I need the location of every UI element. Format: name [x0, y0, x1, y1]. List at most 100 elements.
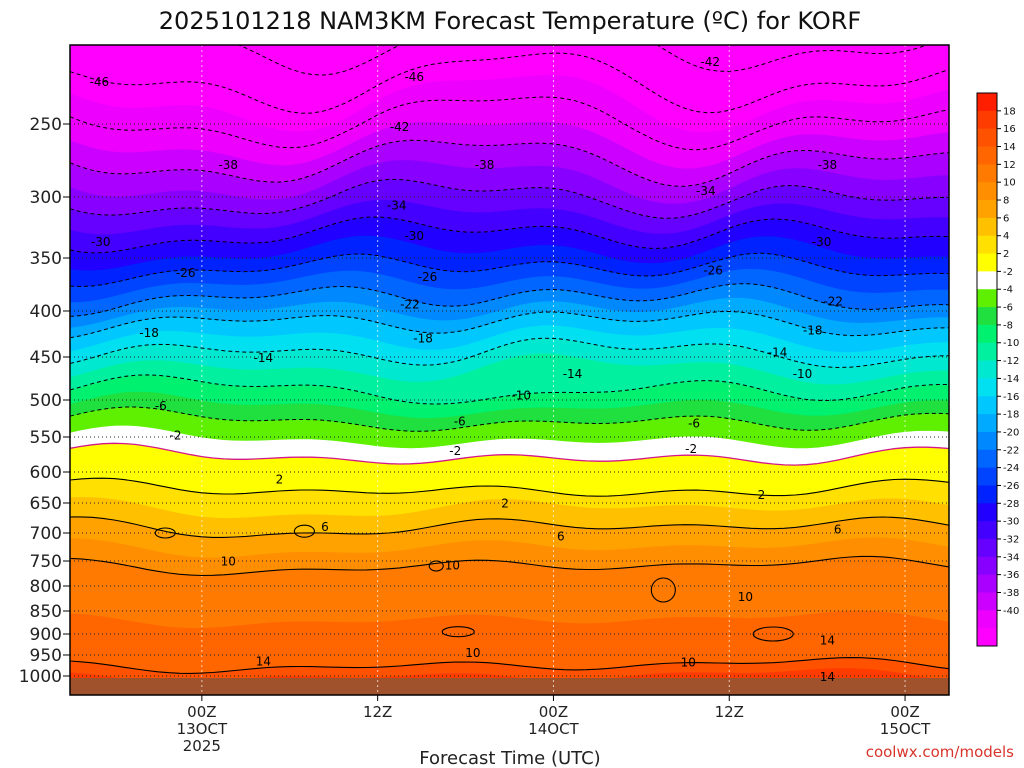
- contour-label: -18: [413, 332, 433, 346]
- colorbar-label: -30: [1003, 517, 1019, 528]
- y-tick-label: 400: [30, 302, 62, 322]
- colorbar-swatch: [977, 521, 997, 540]
- y-tick-label: 300: [30, 188, 62, 208]
- colorbar-swatch: [977, 360, 997, 379]
- warm-cell-5: [428, 560, 444, 572]
- colorbar-label: 4: [1003, 231, 1009, 242]
- contour-label: -10: [511, 389, 531, 403]
- temperature-bands: [70, 45, 949, 695]
- colorbar-swatch: [977, 307, 997, 326]
- contour-label: -34: [696, 184, 716, 198]
- x-axis-label: Forecast Time (UTC): [419, 748, 600, 768]
- colorbar-swatch: [977, 467, 997, 486]
- isotherm--6: [70, 406, 949, 432]
- isotherm-2: [70, 477, 949, 497]
- contour-label: 14: [820, 670, 835, 684]
- contour-label: -38: [818, 158, 838, 172]
- isotherm--26: [70, 252, 949, 288]
- isotherm--46: [70, 52, 949, 114]
- contour-label: 6: [321, 520, 329, 534]
- colorbar-label: -22: [1003, 445, 1019, 456]
- y-tick-label: 600: [30, 463, 62, 483]
- colorbar-label: -2: [1003, 267, 1013, 278]
- contour-label: -26: [418, 270, 438, 284]
- colorbar-swatch: [977, 538, 997, 558]
- x-tick-label: 00Z: [187, 703, 216, 721]
- y-axis: 250 300 350 400 450 500 550 600 650 700 750 800 850 9…: [19, 115, 70, 687]
- isotherm-10: [70, 555, 949, 577]
- x-tick-label: 12Z: [363, 703, 392, 721]
- colorbar-swatch: [977, 556, 997, 576]
- colorbar-label: -14: [1003, 374, 1019, 385]
- colorbar-swatch: [977, 449, 997, 469]
- contour-label: -34: [387, 199, 407, 213]
- y-tick-label: 450: [30, 348, 62, 368]
- colorbar-swatch: [977, 378, 997, 397]
- contour-label: -6: [454, 414, 466, 428]
- colorbar-label: -10: [1003, 338, 1019, 349]
- contour-label: -42: [700, 55, 720, 69]
- y-tick-label: 750: [30, 552, 62, 572]
- y-tick-label: 900: [30, 625, 62, 645]
- colorbar-swatch: [977, 128, 997, 148]
- colorbar-swatch: [977, 592, 997, 611]
- colorbar-label: -32: [1003, 534, 1019, 545]
- colorbar-swatch: [977, 182, 997, 201]
- isotherm-6: [70, 516, 949, 538]
- colorbar-label: -40: [1003, 606, 1019, 617]
- contour-label: -30: [91, 235, 111, 249]
- colorbar-swatch: [977, 93, 997, 112]
- colorbar-swatch: [977, 342, 997, 362]
- y-tick-label: 1000: [19, 667, 62, 687]
- contour-label: -38: [218, 158, 238, 172]
- contour-label: 10: [681, 656, 696, 670]
- warm-cell-1: [293, 524, 315, 538]
- colorbar-label: -28: [1003, 499, 1019, 510]
- y-tick-label: 550: [30, 428, 62, 448]
- gridlines: [70, 45, 949, 695]
- warm-cell-4: [650, 577, 676, 603]
- colorbar-swatch: [977, 431, 997, 451]
- contour-label: -38: [475, 158, 495, 172]
- contour-label: -30: [404, 229, 424, 243]
- colorbar-swatch: [977, 628, 997, 647]
- contour-label: -2: [169, 429, 181, 443]
- contour-label: -30: [812, 235, 832, 249]
- y-tick-label: 250: [30, 115, 62, 135]
- x-tick-label: 2025: [183, 737, 221, 755]
- contour-label: -2: [449, 444, 461, 458]
- colorbar-label: -34: [1003, 552, 1019, 563]
- x-tick-label: 00Z: [890, 703, 919, 721]
- colorbar-swatch: [977, 574, 997, 593]
- colorbar-swatch: [977, 289, 997, 308]
- contour-label: -6: [688, 417, 700, 431]
- contour-labels: -46 -46-42-42-38 -38 -38-34-34-30 -30 -30-26-…: [89, 55, 843, 684]
- isotherm--50: [237, 45, 929, 76]
- isotherm-14: [70, 657, 949, 674]
- y-tick-label: 650: [30, 494, 62, 514]
- contour-label: -2: [685, 442, 697, 456]
- y-tick-label: 850: [30, 602, 62, 622]
- contour-label: -14: [254, 351, 274, 365]
- contour-label: 10: [445, 559, 460, 573]
- colorbar-label: -4: [1003, 285, 1013, 296]
- x-tick-label: 15OCT: [880, 720, 931, 738]
- isotherm--14: [70, 337, 949, 369]
- colorbar-swatch: [977, 164, 997, 183]
- contour-label: -46: [404, 70, 424, 84]
- colorbar-label: 6: [1003, 213, 1009, 224]
- y-tick-label: 500: [30, 391, 62, 411]
- colorbar-label: -26: [1003, 481, 1019, 492]
- isotherm--10: [70, 374, 949, 405]
- contour-label: -26: [703, 264, 723, 278]
- colorbar-swatch: [977, 324, 997, 344]
- contour-label: 10: [221, 555, 236, 569]
- site-credit: coolwx.com/models: [866, 743, 1014, 761]
- isotherm--22: [70, 283, 949, 317]
- warm-cell-3: [752, 626, 794, 642]
- colorbar-label: 16: [1003, 124, 1016, 135]
- contour-label: 14: [820, 633, 835, 647]
- plot-frame: [69, 44, 950, 696]
